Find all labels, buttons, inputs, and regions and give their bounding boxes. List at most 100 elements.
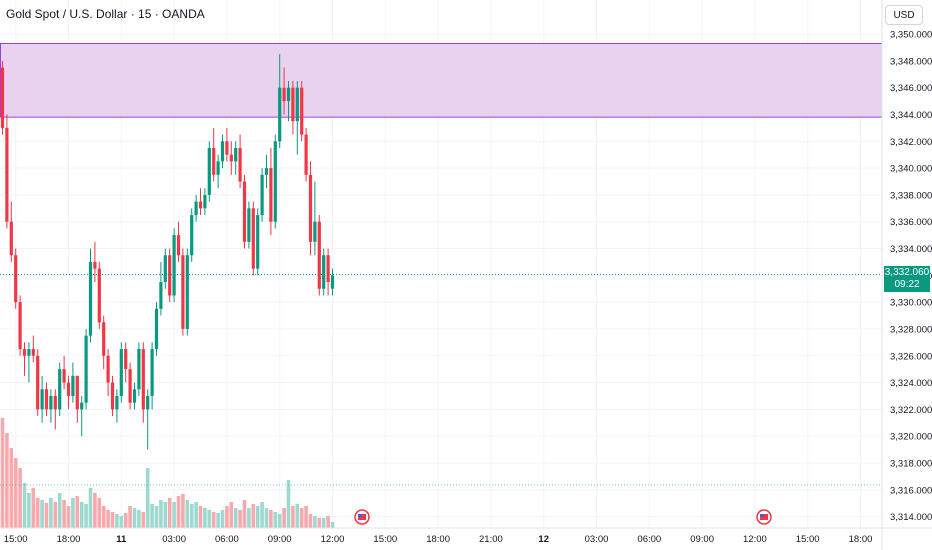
candle-body <box>168 255 172 296</box>
currency-button[interactable]: USD <box>885 5 923 25</box>
candle-body <box>225 141 229 155</box>
candle-body <box>203 194 207 209</box>
time-tick-label: 21:00 <box>479 534 503 545</box>
time-tick-label: 18:00 <box>849 534 873 545</box>
candle-body <box>291 87 295 122</box>
volume-bar <box>313 516 317 528</box>
volume-bar <box>75 496 80 528</box>
volume-bar <box>71 498 75 528</box>
price-tick-label: 3,316.000 <box>890 485 932 496</box>
candle-body <box>132 389 137 403</box>
time-tick-label: 12:00 <box>743 534 767 545</box>
candle-body <box>212 148 216 175</box>
volume-bar <box>189 504 194 528</box>
candle-body <box>313 221 317 242</box>
candle-body <box>36 355 40 410</box>
candle-body <box>110 382 115 410</box>
volume-bar <box>119 516 124 528</box>
candle-body <box>163 255 167 283</box>
candle-body <box>238 148 242 182</box>
time-axis[interactable]: 15:00 18:00 11 03:00 06:00 09:00 12:00 15:00 18:… <box>4 534 873 545</box>
price-tick-label: 3,338.000 <box>890 190 932 201</box>
volume-bar <box>132 508 137 528</box>
price-axis[interactable]: 3,350.000 3,348.000 3,346.000 3,344.000 3,34… <box>890 30 932 524</box>
volume-bar <box>321 518 326 528</box>
volume-bar <box>282 508 286 528</box>
volume-bar <box>49 498 53 528</box>
volume-bar <box>242 500 247 528</box>
volume-bar <box>115 514 119 528</box>
current-price-tag: 3,332.060 09:22 <box>884 266 930 292</box>
candle-body <box>14 255 18 303</box>
volume-bar <box>308 514 313 528</box>
volume-bar <box>93 493 97 528</box>
volume-bar <box>251 504 256 528</box>
time-tick-label: 03:00 <box>585 534 609 545</box>
event-flag <box>358 514 366 520</box>
price-tick-label: 3,322.000 <box>890 405 932 416</box>
time-tick-label: 06:00 <box>215 534 239 545</box>
time-tick-label: 09:00 <box>690 534 714 545</box>
candle-body <box>53 395 57 410</box>
candle-body <box>93 261 97 269</box>
price-tick-label: 3,328.000 <box>890 324 932 335</box>
volume-bar <box>304 506 308 528</box>
time-tick-label: 09:00 <box>268 534 292 545</box>
volume-bar <box>35 498 40 528</box>
volume-bar <box>57 493 62 528</box>
volume-bar <box>203 508 207 528</box>
candle-body <box>97 268 101 323</box>
volume-bar <box>18 468 22 528</box>
volume-bar <box>159 500 163 528</box>
volume-bar <box>207 510 212 528</box>
candle-body <box>278 87 282 142</box>
time-tick-label: 12:00 <box>321 534 345 545</box>
candle-body <box>181 255 185 329</box>
candle-body <box>159 282 163 309</box>
candle-body <box>264 168 269 175</box>
candle-body <box>102 322 106 356</box>
current-price-line <box>0 274 882 486</box>
candle-body <box>27 349 31 356</box>
candle-body <box>229 154 233 162</box>
volume-bar <box>194 502 198 528</box>
candle-body <box>137 349 141 390</box>
candle-body <box>185 255 189 329</box>
candle-body <box>115 395 119 410</box>
economic-event-flag-icon[interactable] <box>756 509 772 525</box>
candle-body <box>154 308 159 350</box>
candle-body <box>282 87 286 102</box>
candle-body <box>194 201 198 216</box>
economic-event-flag-icon[interactable] <box>354 509 370 525</box>
candle-body <box>71 375 75 396</box>
volume-bar <box>172 502 176 528</box>
volume-bar <box>269 510 273 528</box>
economic-events <box>354 509 772 525</box>
candle-body <box>308 174 313 242</box>
candle-body <box>207 148 211 195</box>
volume-bar <box>167 498 172 528</box>
price-tick-label: 3,326.000 <box>890 351 932 362</box>
volume-bar <box>264 508 269 528</box>
volume-bar <box>13 458 18 528</box>
candle-body <box>322 255 326 289</box>
candle-body <box>5 127 9 222</box>
volume-bar <box>216 513 220 528</box>
candle-body <box>58 369 62 410</box>
volume-bar <box>22 483 27 528</box>
volume-bar <box>31 488 36 528</box>
volume-bar <box>44 503 49 528</box>
volume-bar <box>220 510 225 528</box>
volume-bar <box>40 500 44 528</box>
volume-bar <box>247 508 251 528</box>
volume-bar <box>286 480 291 528</box>
volume-bar <box>233 508 238 528</box>
candle-body <box>66 382 71 396</box>
volume-bar <box>299 508 304 528</box>
volume-bar <box>277 514 282 528</box>
volume-bars <box>0 418 335 528</box>
volume-bar <box>9 448 14 528</box>
price-tick-label: 3,342.000 <box>890 137 932 148</box>
candle-body <box>242 181 247 242</box>
